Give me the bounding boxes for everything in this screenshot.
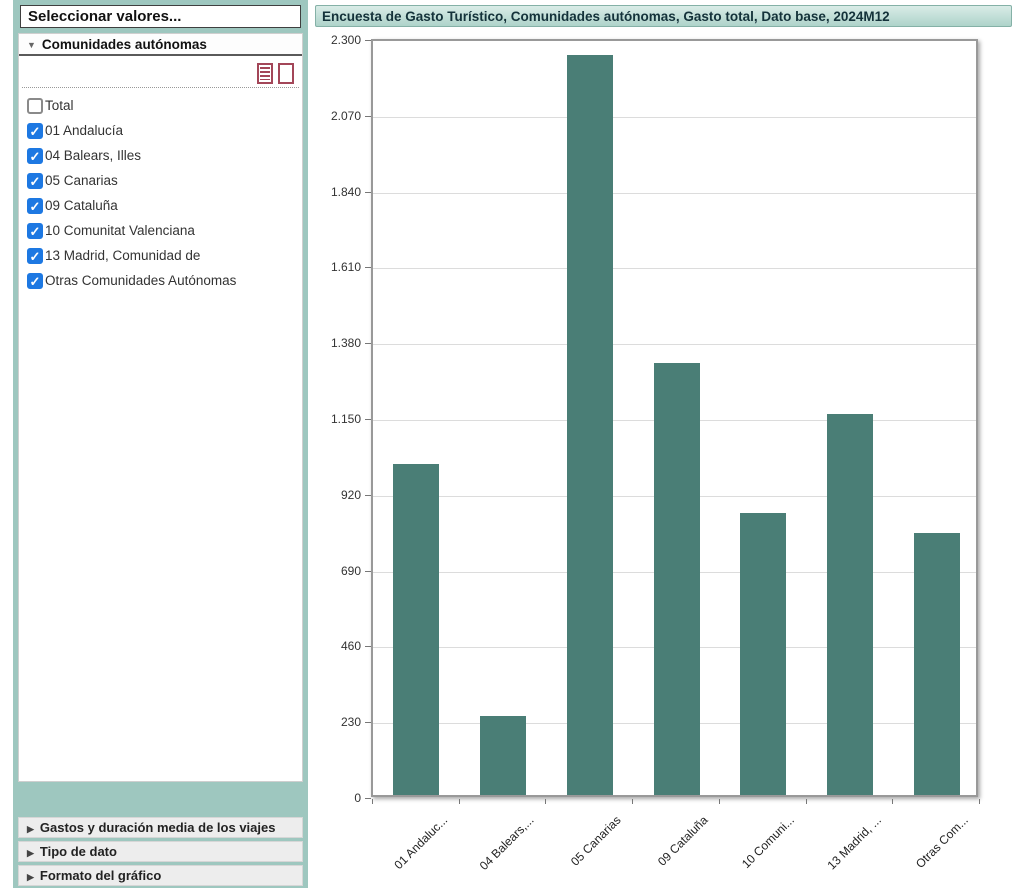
- checkbox-label: 09 Cataluña: [45, 198, 118, 213]
- y-axis-tick-label: 2.300: [330, 33, 361, 47]
- y-axis-tick-label: 1.610: [330, 260, 361, 275]
- bar-05-canarias[interactable]: [566, 55, 613, 795]
- x-axis-tick-label: Otras Com...: [912, 813, 971, 871]
- y-axis-tick: [365, 267, 371, 269]
- y-axis-tick-label: 230: [340, 715, 361, 730]
- bar-09-catalu-a[interactable]: [653, 363, 700, 795]
- bar-04-balears-illes[interactable]: [480, 715, 527, 795]
- y-axis-tick-label: 1.380: [330, 336, 361, 351]
- x-axis-tick: [979, 799, 980, 804]
- chevron-down-icon: ▼: [27, 40, 36, 50]
- checkbox-checked[interactable]: ✓: [27, 172, 43, 189]
- y-axis-tick-label: 1.150: [330, 412, 361, 426]
- deselect-all-icon[interactable]: [278, 63, 294, 84]
- checkbox-row[interactable]: Total: [27, 93, 298, 118]
- y-axis-tick: [365, 646, 371, 648]
- x-axis-tick: [632, 799, 634, 804]
- x-axis-tick-label: 01 Andaluc...: [391, 813, 451, 872]
- bar-chart-plot-area: [371, 39, 978, 797]
- gridline: [373, 344, 976, 346]
- section-label: Formato del gráfico: [39, 868, 162, 883]
- checkbox-checked[interactable]: ✓: [27, 247, 43, 264]
- bar-01-andaluc-a[interactable]: [393, 463, 440, 795]
- checkbox-unchecked[interactable]: [27, 97, 43, 114]
- x-axis-tick: [718, 799, 720, 804]
- chevron-right-icon: ▶: [27, 872, 34, 882]
- x-axis-tick: [545, 799, 547, 804]
- bar-13-madrid-comunidad-de[interactable]: [826, 413, 873, 795]
- section-label: Comunidades autónomas: [41, 37, 207, 52]
- checkbox-label: 10 Comunitat Valenciana: [45, 223, 195, 238]
- section-label: Gastos y duración media de los viajes: [39, 820, 276, 835]
- checkbox-checked[interactable]: ✓: [27, 222, 43, 239]
- checkbox-label: 04 Balears, Illes: [45, 148, 142, 163]
- y-axis-tick: [365, 343, 371, 345]
- checkbox-row[interactable]: ✓ 01 Andalucía: [27, 118, 298, 143]
- checkbox-label: 13 Madrid, Comunidad de: [45, 248, 201, 263]
- y-axis-tick-label: 2.070: [330, 108, 361, 123]
- panel-title: Seleccionar valores...: [20, 5, 301, 28]
- section-header-formato-del-grafico[interactable]: ▶ Formato del gráfico: [18, 865, 303, 886]
- checkbox-row[interactable]: ✓ 10 Comunitat Valenciana: [27, 218, 298, 243]
- x-axis-tick: [805, 799, 807, 804]
- y-axis-tick: [365, 115, 371, 117]
- gridline: [373, 116, 976, 118]
- y-axis-tick-label: 460: [340, 639, 361, 654]
- y-axis-tick: [365, 419, 371, 420]
- select-all-lines: [260, 67, 270, 80]
- y-axis-tick: [365, 570, 371, 572]
- selection-tools: [257, 63, 294, 84]
- x-axis-tick: [458, 799, 460, 804]
- checkbox-list: Total ✓ 01 Andalucía ✓ 04 Balears, Illes ✓ 05 …: [27, 93, 298, 293]
- y-axis-tick: [365, 191, 371, 193]
- x-axis-tick-label: 05 Canarias: [568, 813, 624, 869]
- checkbox-row[interactable]: ✓ 05 Canarias: [27, 168, 298, 193]
- section-label: Tipo de dato: [39, 844, 117, 859]
- bar-10-comunitat-valenciana[interactable]: [740, 513, 787, 795]
- y-axis-tick: [365, 722, 371, 724]
- x-axis-tick: [372, 799, 373, 804]
- select-all-icon[interactable]: [257, 63, 273, 84]
- checkbox-row[interactable]: ✓ 13 Madrid, Comunidad de: [27, 243, 298, 268]
- checkbox-label: Otras Comunidades Autónomas: [45, 273, 237, 288]
- y-axis-tick-label: 0: [354, 791, 361, 805]
- x-axis-tick-label: 10 Comuni...: [739, 813, 798, 872]
- checkbox-checked[interactable]: ✓: [27, 197, 43, 214]
- x-axis-tick: [892, 799, 894, 804]
- chart-title: Encuesta de Gasto Turístico, Comunidades…: [315, 5, 1012, 27]
- gridline: [373, 268, 976, 270]
- checkbox-label: Total: [45, 98, 74, 113]
- y-axis-tick-label: 1.840: [330, 184, 361, 199]
- dotted-divider: [22, 87, 299, 88]
- y-axis-tick-label: 920: [340, 487, 361, 502]
- y-axis-tick-label: 690: [340, 563, 361, 578]
- chevron-right-icon: ▶: [27, 848, 34, 858]
- checkbox-label: 05 Canarias: [45, 173, 118, 188]
- gridline: [373, 192, 976, 194]
- x-axis-tick-label: 13 Madrid, ...: [824, 813, 884, 873]
- section-header-gastos-duracion[interactable]: ▶ Gastos y duración media de los viajes: [18, 817, 303, 838]
- checkbox-label: 01 Andalucía: [45, 123, 124, 138]
- checkbox-checked[interactable]: ✓: [27, 147, 43, 164]
- chevron-right-icon: ▶: [27, 824, 34, 834]
- y-axis-tick: [365, 798, 371, 799]
- checkbox-row[interactable]: ✓ Otras Comunidades Autónomas: [27, 268, 298, 293]
- checkbox-row[interactable]: ✓ 09 Cataluña: [27, 193, 298, 218]
- checkbox-row[interactable]: ✓ 04 Balears, Illes: [27, 143, 298, 168]
- checkbox-checked[interactable]: ✓: [27, 272, 43, 289]
- section-header-comunidades-autonomas[interactable]: ▼ Comunidades autónomas: [19, 34, 302, 56]
- bar-otras-comunidades-aut-nomas[interactable]: [913, 533, 960, 795]
- checkbox-checked[interactable]: ✓: [27, 122, 43, 139]
- x-axis-tick-label: 09 Cataluña: [654, 813, 711, 869]
- section-header-tipo-de-dato[interactable]: ▶ Tipo de dato: [18, 841, 303, 862]
- section-comunidades-autonomas: ▼ Comunidades autónomas Total ✓ 01 Andalucí…: [18, 33, 303, 782]
- y-axis-tick: [365, 40, 371, 41]
- y-axis-tick: [365, 494, 371, 496]
- x-axis-tick-label: 04 Balears,...: [477, 813, 537, 873]
- value-selection-panel: Seleccionar valores... ▼ Comunidades autó…: [13, 0, 308, 888]
